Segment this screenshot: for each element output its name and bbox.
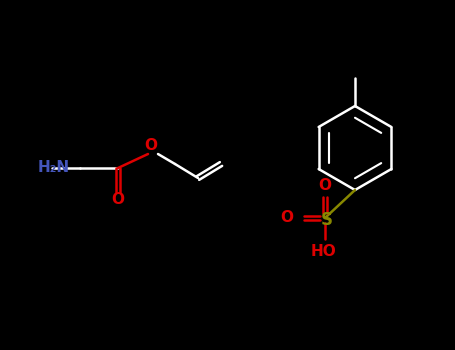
Text: HO: HO (310, 244, 336, 259)
Text: O: O (111, 193, 125, 208)
Text: H₂N: H₂N (38, 161, 70, 175)
Text: O: O (145, 139, 157, 154)
Text: O: O (318, 178, 332, 194)
Text: S: S (321, 211, 333, 229)
Text: O: O (280, 210, 293, 225)
